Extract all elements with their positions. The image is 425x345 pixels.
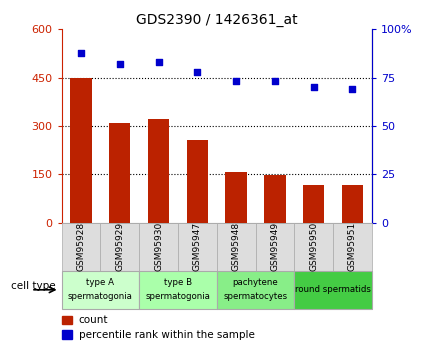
Text: GSM95950: GSM95950	[309, 222, 318, 271]
Point	[194, 69, 201, 75]
Bar	[264, 175, 286, 223]
Text: GSM95928: GSM95928	[76, 222, 85, 271]
Point	[78, 50, 85, 55]
Text: GSM95951: GSM95951	[348, 222, 357, 271]
Text: pachytene: pachytene	[232, 278, 278, 287]
Text: spermatogonia: spermatogonia	[68, 292, 133, 300]
Text: GSM95947: GSM95947	[193, 222, 202, 271]
Text: GSM95930: GSM95930	[154, 222, 163, 271]
Text: GSM95948: GSM95948	[232, 222, 241, 271]
Text: type A: type A	[86, 278, 114, 287]
Bar	[342, 186, 363, 223]
Point	[349, 87, 356, 92]
Bar	[148, 119, 169, 223]
Bar	[226, 172, 247, 223]
Point	[310, 85, 317, 90]
Bar	[109, 124, 130, 223]
Text: count: count	[79, 315, 108, 325]
Title: GDS2390 / 1426361_at: GDS2390 / 1426361_at	[136, 13, 298, 27]
Text: spermatogonia: spermatogonia	[145, 292, 210, 300]
Point	[116, 61, 123, 67]
Bar	[187, 140, 208, 223]
Text: spermatocytes: spermatocytes	[224, 292, 288, 300]
Bar	[71, 78, 92, 223]
Point	[155, 59, 162, 65]
Text: round spermatids: round spermatids	[295, 285, 371, 294]
Point	[233, 79, 240, 84]
Text: GSM95949: GSM95949	[270, 222, 279, 271]
Bar	[303, 185, 324, 223]
Text: type B: type B	[164, 278, 192, 287]
Text: cell type: cell type	[11, 282, 55, 291]
Text: percentile rank within the sample: percentile rank within the sample	[79, 330, 255, 339]
Text: GSM95929: GSM95929	[115, 222, 124, 271]
Point	[272, 79, 278, 84]
